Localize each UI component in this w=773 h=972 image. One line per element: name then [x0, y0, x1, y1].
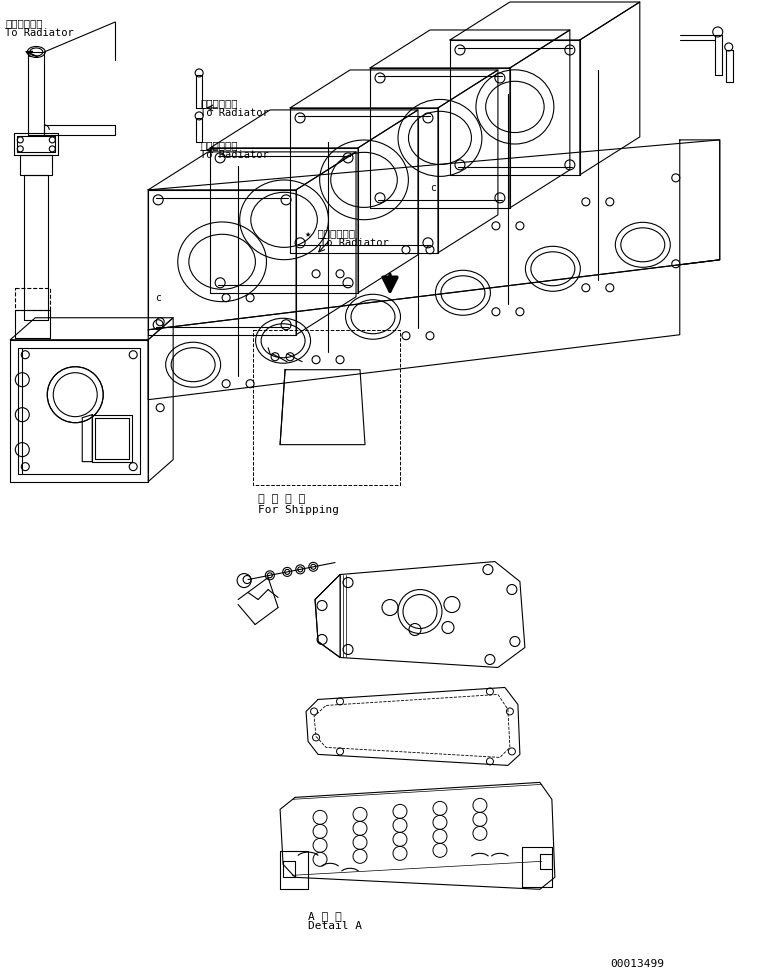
Text: Detail A: Detail A [308, 921, 362, 931]
Text: ラジエータへ: ラジエータへ [200, 98, 237, 108]
Text: To Radiator: To Radiator [5, 28, 74, 38]
Text: c: c [155, 293, 161, 302]
Text: ラジエータへ: ラジエータへ [5, 18, 43, 28]
Text: 運 携 部 品: 運 携 部 品 [258, 494, 305, 503]
Text: For Shipping: For Shipping [258, 504, 339, 514]
Text: A 詳 細: A 詳 細 [308, 912, 342, 921]
Text: To Radiator: To Radiator [200, 150, 269, 159]
Text: To Radiator: To Radiator [320, 238, 389, 248]
Text: ★ ラジエータへ: ★ ラジエータへ [305, 227, 355, 238]
Text: 00013499: 00013499 [610, 959, 664, 969]
Text: c: c [430, 183, 436, 192]
Text: ラジエータへ: ラジエータへ [200, 140, 237, 150]
Text: To Radiator: To Radiator [200, 108, 269, 118]
